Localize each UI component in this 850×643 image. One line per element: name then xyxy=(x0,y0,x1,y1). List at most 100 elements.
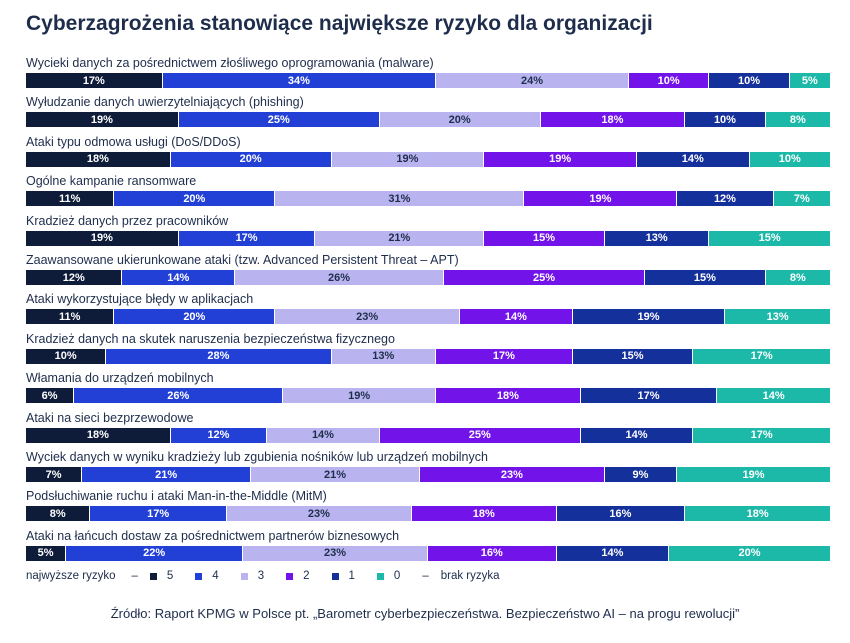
bar-segment-level-3: 21% xyxy=(315,230,485,246)
legend-swatch xyxy=(286,572,294,580)
bar-segment-level-5: 19% xyxy=(26,112,179,128)
legend-swatch xyxy=(149,572,157,580)
bar-segment-level-1: 10% xyxy=(685,112,766,128)
data-label: 10% xyxy=(713,113,736,126)
data-label: 21% xyxy=(323,468,347,481)
data-label: 19% xyxy=(637,310,660,323)
bar-segment-level-5: 5% xyxy=(26,545,67,561)
data-label: 18% xyxy=(86,153,109,166)
data-label: 26% xyxy=(328,271,351,284)
legend-item-2: 2 xyxy=(286,570,310,582)
stacked-bar: 17% 34% 24% 10% 10% 5% xyxy=(26,73,830,88)
bar-segment-level-0: 15% xyxy=(709,230,830,246)
legend-item-5: 5 xyxy=(149,570,173,582)
data-label: 10% xyxy=(738,74,761,87)
chart-title: Cyberzagrożenia stanowiące największe ry… xyxy=(26,12,653,35)
bar-segment-level-4: 21% xyxy=(82,467,252,482)
bar-segment-level-0: 14% xyxy=(717,388,830,404)
stacked-bar: 6% 26% 19% 18% 17% 14% xyxy=(26,388,830,404)
data-label: 23% xyxy=(324,547,347,560)
stacked-bar: 19% 17% 21% 15% 13% 15% xyxy=(26,230,830,246)
stacked-bar: 18% 12% 14% 25% 14% 17% xyxy=(26,427,830,443)
data-label: 14% xyxy=(762,389,785,402)
data-label: 19% xyxy=(90,113,113,126)
stacked-bar: 11% 20% 23% 14% 19% 13% xyxy=(26,309,830,325)
data-label: 18% xyxy=(86,429,109,442)
legend-high-label: najwyższe ryzyko xyxy=(26,570,116,582)
data-label: 24% xyxy=(520,74,544,87)
data-label: 18% xyxy=(472,507,495,520)
bar-segment-level-0: 17% xyxy=(693,427,830,443)
bar-segment-level-3: 20% xyxy=(379,112,541,128)
bar-segment-level-1: 14% xyxy=(580,427,694,443)
data-label: 17% xyxy=(750,429,773,442)
legend-items: 5 4 3 2 1 0 xyxy=(149,570,422,582)
bar-segment-level-1: 10% xyxy=(709,73,790,88)
category-label: Ogólne kampanie ransomware xyxy=(26,174,197,189)
bar-segment-level-0: 13% xyxy=(725,309,830,325)
bar-segment-level-4: 20% xyxy=(114,191,276,207)
data-label: 12% xyxy=(207,429,230,442)
data-label: 18% xyxy=(601,113,624,126)
data-label: 23% xyxy=(356,310,379,323)
data-label: 14% xyxy=(504,310,527,323)
category-label: Włamania do urządzeń mobilnych xyxy=(26,371,214,386)
data-label: 23% xyxy=(500,468,523,481)
bar-segment-level-0: 19% xyxy=(677,467,830,482)
data-label: 12% xyxy=(713,192,736,205)
stacked-bar: 10% 28% 13% 17% 15% 17% xyxy=(26,348,830,364)
data-label: 20% xyxy=(183,192,206,205)
data-label: 8% xyxy=(789,271,806,284)
data-label: 15% xyxy=(693,271,716,284)
stacked-bar: 7% 21% 21% 23% 9% 19% xyxy=(26,467,830,482)
legend-swatch xyxy=(376,572,384,580)
legend-level-label: 4 xyxy=(212,570,219,582)
data-label: 25% xyxy=(468,429,491,442)
stacked-bar: 11% 20% 31% 19% 12% 7% xyxy=(26,191,830,207)
data-label: 19% xyxy=(742,468,765,481)
stacked-bar: 5% 22% 23% 16% 14% 20% xyxy=(26,545,830,561)
bar-segment-level-2: 23% xyxy=(419,467,605,482)
data-label: 5% xyxy=(801,74,818,87)
bar-segment-level-3: 13% xyxy=(331,348,437,364)
bar-segment-level-2: 19% xyxy=(524,191,678,207)
bar-segment-level-1: 19% xyxy=(572,309,726,325)
data-label: 19% xyxy=(90,232,113,245)
bar-segment-level-4: 14% xyxy=(122,270,236,285)
source-note: Źródło: Raport KPMG w Polsce pt. „Barome… xyxy=(110,606,740,621)
data-label: 21% xyxy=(155,468,178,481)
bar-segment-level-4: 12% xyxy=(170,427,268,443)
data-label: 9% xyxy=(632,468,649,481)
bar-segment-level-2: 16% xyxy=(427,545,557,561)
data-label: 11% xyxy=(59,192,81,205)
legend-item-3: 3 xyxy=(240,570,264,582)
stacked-bar: 19% 25% 20% 18% 10% 8% xyxy=(26,112,830,128)
data-label: 14% xyxy=(625,429,648,442)
bar-segment-level-2: 17% xyxy=(436,348,573,364)
legend-low-label: brak ryzyka xyxy=(440,570,500,582)
bar-segment-level-4: 17% xyxy=(90,506,227,522)
data-label: 19% xyxy=(589,192,612,205)
bar-segment-level-0: 8% xyxy=(765,270,830,285)
bar-segment-level-4: 34% xyxy=(162,73,437,88)
bar-segment-level-5: 18% xyxy=(26,151,171,167)
data-label: 17% xyxy=(82,74,105,87)
data-label: 13% xyxy=(645,232,668,245)
data-label: 13% xyxy=(766,310,789,323)
bar-segment-level-5: 6% xyxy=(26,388,75,404)
data-label: 18% xyxy=(496,389,519,402)
category-label: Ataki typu odmowa usługi (DoS/DDoS) xyxy=(26,134,241,149)
bar-segment-level-4: 25% xyxy=(178,112,380,128)
bar-segment-level-0: 5% xyxy=(789,73,830,88)
legend-swatch xyxy=(331,572,339,580)
bar-segment-level-3: 23% xyxy=(226,506,412,522)
bar-segment-level-2: 18% xyxy=(411,506,557,522)
data-label: 19% xyxy=(549,153,572,166)
bar-segment-level-5: 11% xyxy=(26,309,115,325)
bar-segment-level-5: 11% xyxy=(26,191,115,207)
category-label: Ataki na sieci bezprzewodowe xyxy=(26,410,194,425)
category-label: Podsłuchiwanie ruchu i ataki Man-in-the-… xyxy=(26,489,327,504)
bar-segment-level-2: 15% xyxy=(484,230,605,246)
data-label: 20% xyxy=(738,547,761,560)
data-label: 14% xyxy=(681,153,704,166)
